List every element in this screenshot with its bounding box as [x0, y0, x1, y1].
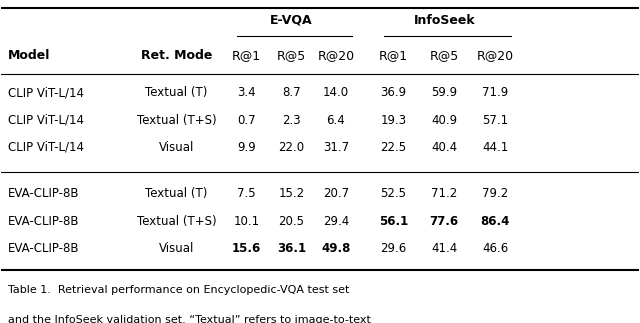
Text: 44.1: 44.1 — [482, 141, 508, 154]
Text: 36.1: 36.1 — [276, 242, 306, 255]
Text: Textual (T+S): Textual (T+S) — [137, 114, 216, 127]
Text: 71.2: 71.2 — [431, 187, 458, 200]
Text: Model: Model — [8, 49, 50, 62]
Text: 86.4: 86.4 — [481, 214, 510, 228]
Text: 9.9: 9.9 — [237, 141, 256, 154]
Text: R@5: R@5 — [429, 49, 459, 62]
Text: 59.9: 59.9 — [431, 86, 458, 99]
Text: 6.4: 6.4 — [326, 114, 346, 127]
Text: R@1: R@1 — [232, 49, 261, 62]
Text: CLIP ViT-L/14: CLIP ViT-L/14 — [8, 141, 84, 154]
Text: EVA-CLIP-8B: EVA-CLIP-8B — [8, 214, 79, 228]
Text: R@1: R@1 — [379, 49, 408, 62]
Text: Textual (T+S): Textual (T+S) — [137, 214, 216, 228]
Text: 22.5: 22.5 — [380, 141, 406, 154]
Text: 31.7: 31.7 — [323, 141, 349, 154]
Text: Table 1.  Retrieval performance on Encyclopedic-VQA test set: Table 1. Retrieval performance on Encycl… — [8, 285, 349, 295]
Text: 52.5: 52.5 — [380, 187, 406, 200]
Text: 0.7: 0.7 — [237, 114, 256, 127]
Text: CLIP ViT-L/14: CLIP ViT-L/14 — [8, 86, 84, 99]
Text: Visual: Visual — [159, 141, 195, 154]
Text: 22.0: 22.0 — [278, 141, 305, 154]
Text: 14.0: 14.0 — [323, 86, 349, 99]
Text: 20.7: 20.7 — [323, 187, 349, 200]
Text: 79.2: 79.2 — [482, 187, 508, 200]
Text: R@20: R@20 — [317, 49, 355, 62]
Text: CLIP ViT-L/14: CLIP ViT-L/14 — [8, 114, 84, 127]
Text: 15.6: 15.6 — [232, 242, 261, 255]
Text: 20.5: 20.5 — [278, 214, 305, 228]
Text: R@5: R@5 — [276, 49, 306, 62]
Text: InfoSeek: InfoSeek — [413, 14, 475, 27]
Text: E-VQA: E-VQA — [270, 14, 312, 27]
Text: Textual (T): Textual (T) — [145, 187, 208, 200]
Text: and the InfoSeek validation set. “Textual” refers to image-to-text: and the InfoSeek validation set. “Textua… — [8, 315, 371, 323]
Text: EVA-CLIP-8B: EVA-CLIP-8B — [8, 242, 79, 255]
Text: 41.4: 41.4 — [431, 242, 458, 255]
Text: 15.2: 15.2 — [278, 187, 305, 200]
Text: 29.4: 29.4 — [323, 214, 349, 228]
Text: 49.8: 49.8 — [321, 242, 351, 255]
Text: 7.5: 7.5 — [237, 187, 256, 200]
Text: 19.3: 19.3 — [380, 114, 406, 127]
Text: 40.9: 40.9 — [431, 114, 458, 127]
Text: 36.9: 36.9 — [380, 86, 406, 99]
Text: Textual (T): Textual (T) — [145, 86, 208, 99]
Text: 71.9: 71.9 — [482, 86, 508, 99]
Text: EVA-CLIP-8B: EVA-CLIP-8B — [8, 187, 79, 200]
Text: 77.6: 77.6 — [429, 214, 459, 228]
Text: 57.1: 57.1 — [482, 114, 508, 127]
Text: 3.4: 3.4 — [237, 86, 256, 99]
Text: 29.6: 29.6 — [380, 242, 406, 255]
Text: 8.7: 8.7 — [282, 86, 301, 99]
Text: Ret. Mode: Ret. Mode — [141, 49, 212, 62]
Text: 46.6: 46.6 — [482, 242, 508, 255]
Text: 56.1: 56.1 — [379, 214, 408, 228]
Text: 2.3: 2.3 — [282, 114, 301, 127]
Text: 10.1: 10.1 — [234, 214, 260, 228]
Text: 40.4: 40.4 — [431, 141, 458, 154]
Text: Visual: Visual — [159, 242, 195, 255]
Text: R@20: R@20 — [477, 49, 514, 62]
